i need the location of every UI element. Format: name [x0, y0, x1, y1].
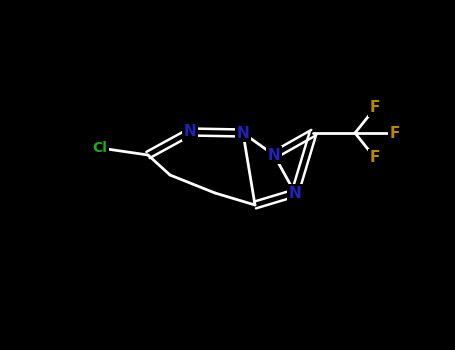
- Text: Cl: Cl: [92, 141, 107, 155]
- Text: F: F: [370, 100, 380, 116]
- Text: N: N: [184, 125, 197, 140]
- Text: F: F: [390, 126, 400, 140]
- Text: F: F: [370, 150, 380, 166]
- Text: N: N: [268, 147, 280, 162]
- Text: N: N: [288, 186, 301, 201]
- Text: N: N: [237, 126, 249, 140]
